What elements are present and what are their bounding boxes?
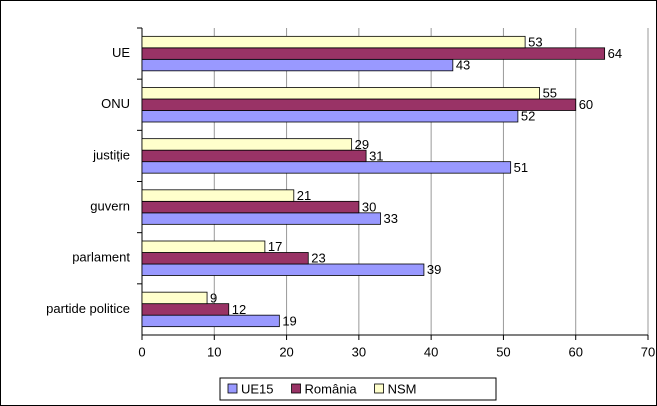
bar [141, 138, 353, 151]
bar [141, 110, 519, 123]
data-label: 51 [514, 160, 528, 175]
bar [141, 87, 540, 100]
data-label: 30 [362, 200, 376, 215]
bar [141, 47, 606, 60]
data-label: 21 [297, 188, 311, 203]
x-tick-label: 60 [568, 344, 582, 359]
y-tick-label: justiție [92, 147, 130, 162]
data-label: 31 [369, 148, 383, 163]
data-label: 23 [311, 251, 325, 266]
bar [141, 200, 360, 214]
data-label: 12 [232, 302, 246, 317]
y-tick-label: guvern [90, 199, 130, 214]
x-tick-label: 0 [138, 344, 145, 359]
data-label: 39 [427, 262, 441, 277]
bar [141, 189, 295, 202]
data-label: 17 [268, 239, 282, 254]
bar [141, 252, 309, 265]
data-label: 19 [282, 313, 296, 328]
x-tick-label: 70 [641, 344, 655, 359]
x-tick-label: 30 [352, 344, 366, 359]
data-label: 53 [528, 35, 542, 50]
data-label: 64 [608, 46, 622, 61]
data-label: 43 [456, 58, 470, 73]
legend-label: UE15 [241, 381, 274, 396]
legend-label: România [305, 381, 358, 396]
y-tick-label: ONU [101, 96, 130, 111]
legend-swatch [374, 383, 384, 394]
bar [141, 35, 526, 49]
x-tick-label: 10 [207, 344, 221, 359]
bar [141, 263, 425, 276]
x-tick-label: 20 [279, 344, 293, 359]
bar [141, 291, 208, 305]
bar [141, 314, 280, 328]
y-tick-label: partide politice [46, 301, 130, 316]
y-tick-label: UE [112, 45, 130, 60]
bar [141, 303, 230, 316]
legend-box [219, 377, 497, 401]
bar [141, 58, 454, 72]
x-tick-label: 40 [424, 344, 438, 359]
data-label: 52 [521, 109, 535, 124]
bar [141, 149, 367, 163]
data-label: 9 [210, 290, 217, 305]
x-tick-label: 50 [496, 344, 510, 359]
data-label: 60 [579, 97, 593, 112]
data-label: 55 [543, 86, 557, 101]
bar [141, 161, 512, 174]
y-tick-label: parlament [72, 250, 130, 265]
data-label: 29 [355, 137, 369, 152]
bar [141, 98, 577, 111]
legend-swatch [291, 383, 301, 394]
bar [141, 212, 381, 225]
legend-swatch [227, 383, 238, 394]
bar [141, 240, 266, 253]
data-label: 33 [384, 211, 398, 226]
legend-label: NSM [388, 381, 417, 396]
